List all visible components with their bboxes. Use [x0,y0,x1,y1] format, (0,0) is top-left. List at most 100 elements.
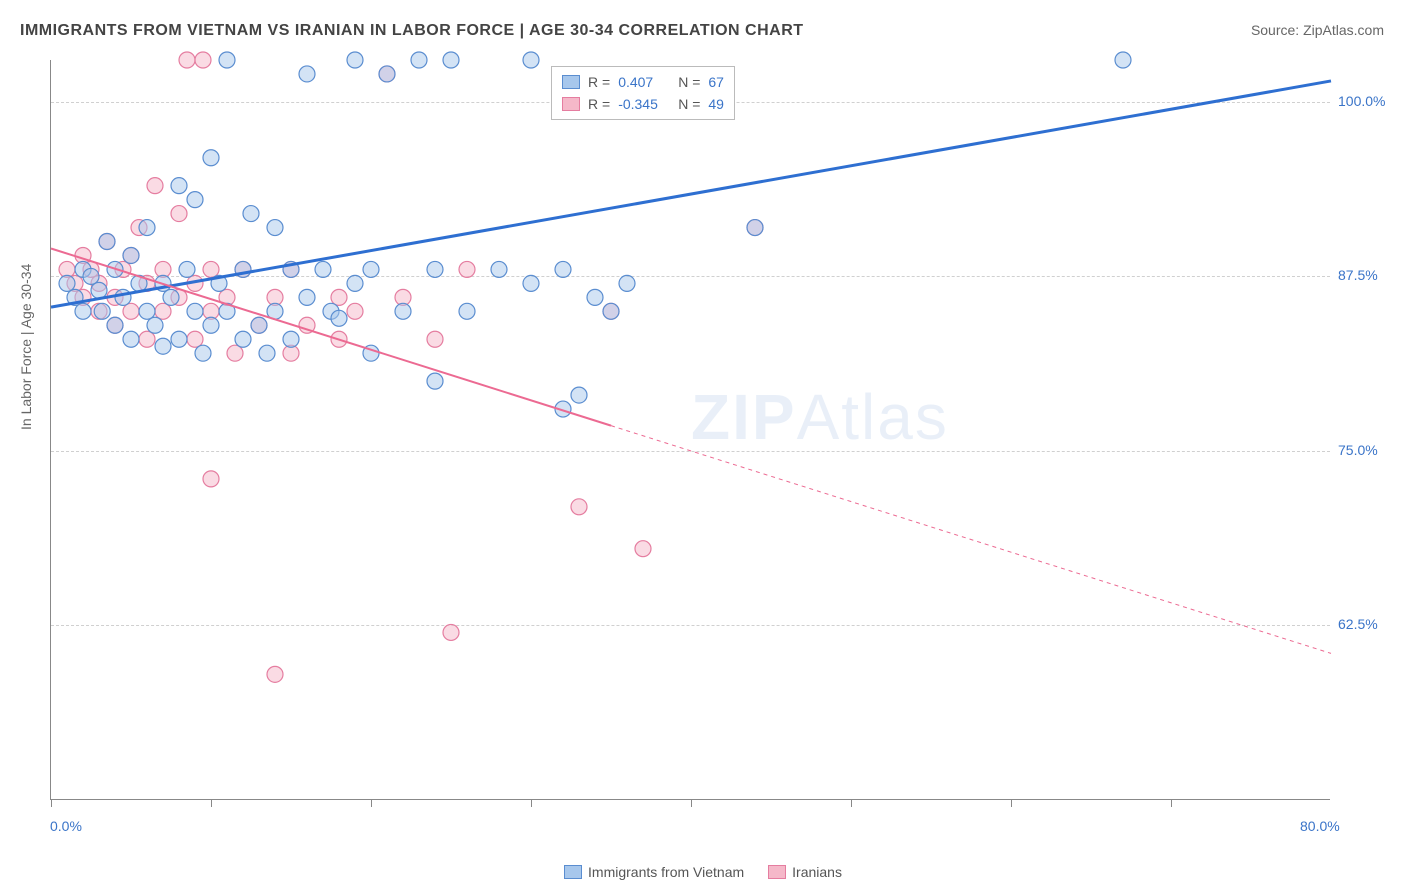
data-point [259,345,275,361]
data-point [227,345,243,361]
data-point [91,282,107,298]
data-point [195,52,211,68]
data-point [299,289,315,305]
data-point [571,499,587,515]
source-label: Source: ZipAtlas.com [1251,22,1384,38]
data-point [243,206,259,222]
data-point [427,373,443,389]
data-point [147,317,163,333]
data-point [75,303,91,319]
data-point [195,345,211,361]
legend-swatch [562,75,580,89]
data-point [59,275,75,291]
data-point [523,52,539,68]
data-point [179,52,195,68]
legend-label: Immigrants from Vietnam [588,864,744,880]
data-point [94,303,110,319]
data-point [139,220,155,236]
data-point [347,52,363,68]
data-point [267,666,283,682]
data-point [179,261,195,277]
data-point [203,317,219,333]
legend-swatch [564,865,582,879]
data-point [155,338,171,354]
x-tick [51,799,52,807]
data-point [491,261,507,277]
data-point [187,192,203,208]
data-point [187,331,203,347]
data-point [331,289,347,305]
legend-correlation: R =0.407N =67R =-0.345N =49 [551,66,735,120]
data-point [283,331,299,347]
y-tick-label: 75.0% [1338,442,1378,458]
chart-area: ZIPAtlas R =0.407N =67R =-0.345N =49 75.… [50,60,1330,800]
data-point [155,303,171,319]
plot-svg [51,60,1330,799]
data-point [203,471,219,487]
legend-swatch [562,97,580,111]
data-point [171,178,187,194]
x-tick [691,799,692,807]
data-point [427,331,443,347]
legend-r-label: R = [588,74,610,90]
legend-row: R = 0.407 N = 67 [562,71,724,93]
data-point [171,206,187,222]
data-point [203,150,219,166]
data-point [443,624,459,640]
data-point [203,261,219,277]
legend-item: Iranians [768,864,842,880]
data-point [99,234,115,250]
legend-n-value: 49 [708,96,724,112]
data-point [411,52,427,68]
x-tick [1171,799,1172,807]
data-point [83,268,99,284]
y-tick-label: 87.5% [1338,267,1378,283]
data-point [603,303,619,319]
data-point [635,541,651,557]
data-point [123,247,139,263]
legend-n-label: N = [678,96,700,112]
chart-title: IMMIGRANTS FROM VIETNAM VS IRANIAN IN LA… [20,22,804,40]
legend-row: R =-0.345N =49 [562,93,724,115]
plot-frame: ZIPAtlas R =0.407N =67R =-0.345N =49 [50,60,1330,800]
legend-item: Immigrants from Vietnam [564,864,744,880]
data-point [619,275,635,291]
legend-series: Immigrants from Vietnam Iranians [0,864,1406,882]
legend-n-value: 67 [708,74,724,90]
y-tick-label: 100.0% [1338,93,1385,109]
data-point [187,303,203,319]
data-point [235,331,251,347]
data-point [163,289,179,305]
y-tick-label: 62.5% [1338,616,1378,632]
data-point [363,261,379,277]
data-point [299,66,315,82]
data-point [379,66,395,82]
legend-n-label: N = [678,74,700,90]
x-tick [531,799,532,807]
legend-swatch [768,865,786,879]
data-point [555,261,571,277]
data-point [747,220,763,236]
data-point [459,303,475,319]
data-point [315,261,331,277]
data-point [347,275,363,291]
data-point [267,220,283,236]
data-point [251,317,267,333]
data-point [571,387,587,403]
data-point [459,261,475,277]
data-point [147,178,163,194]
data-point [123,331,139,347]
data-point [219,52,235,68]
data-point [427,261,443,277]
data-point [123,303,139,319]
data-point [587,289,603,305]
data-point [1115,52,1131,68]
legend-r-value: 0.407 [618,74,670,90]
data-point [523,275,539,291]
trendline-pink-dashed [611,426,1331,654]
x-tick [211,799,212,807]
data-point [171,331,187,347]
legend-label: Iranians [792,864,842,880]
data-point [139,303,155,319]
data-point [139,331,155,347]
